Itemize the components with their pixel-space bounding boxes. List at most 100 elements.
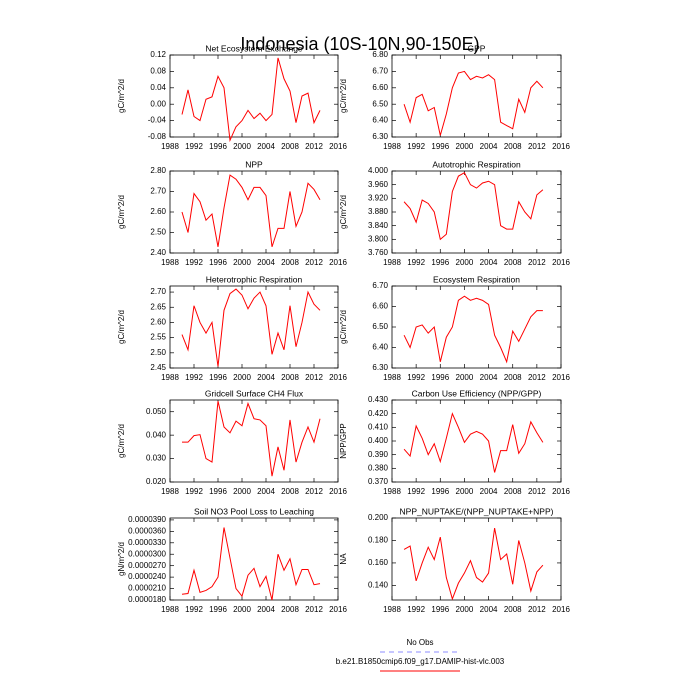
y-axis-label: NA	[339, 553, 348, 565]
x-tick-label: 2000	[233, 373, 251, 382]
x-tick-label: 2016	[329, 487, 347, 496]
y-tick-label: 3.800	[368, 234, 389, 243]
x-tick-label: 2016	[552, 487, 570, 496]
x-tick-label: 2004	[257, 142, 275, 151]
y-tick-label: 0.420	[368, 409, 389, 418]
panel-title: Heterotrophic Respiration	[206, 274, 303, 284]
y-tick-label: 0.0000240	[128, 572, 166, 581]
y-tick-label: 0.0000390	[128, 515, 166, 524]
x-tick-label: 1988	[161, 605, 179, 614]
y-tick-label: 0.410	[368, 422, 389, 431]
y-tick-label: 2.65	[150, 302, 166, 311]
y-tick-label: 0.200	[368, 513, 389, 522]
data-line	[403, 528, 544, 601]
x-tick-label: 2016	[329, 605, 347, 614]
panel-title: GPP	[468, 43, 486, 53]
x-tick-label: 1996	[209, 487, 227, 496]
y-axis-label: gC/m^2/d	[339, 195, 348, 229]
x-tick-label: 2000	[233, 487, 251, 496]
y-axis-label: gN/m^2/d	[117, 542, 126, 576]
y-tick-label: 0.040	[146, 430, 167, 439]
x-tick-label: 2008	[281, 373, 299, 382]
x-tick-label: 1992	[407, 487, 425, 496]
y-tick-label: 0.08	[150, 67, 166, 76]
x-tick-label: 1992	[185, 487, 203, 496]
y-tick-label: 0.430	[368, 395, 389, 404]
x-tick-label: 2004	[480, 487, 498, 496]
x-tick-label: 2016	[329, 142, 347, 151]
y-tick-label: 0.00	[150, 99, 166, 108]
y-tick-label: 2.60	[150, 207, 166, 216]
y-tick-label: 2.50	[150, 348, 166, 357]
x-tick-label: 1988	[383, 258, 401, 267]
plot-frame	[391, 399, 562, 483]
x-tick-label: 2004	[257, 258, 275, 267]
x-tick-label: 1996	[431, 605, 449, 614]
y-tick-label: -0.04	[148, 116, 167, 125]
x-tick-label: 1996	[431, 142, 449, 151]
x-tick-label: 2016	[552, 142, 570, 151]
legend-label: b.e21.B1850cmip6.f09_g17.DAMIP-hist-vlc.…	[336, 657, 505, 666]
y-tick-label: 0.160	[368, 558, 389, 567]
y-tick-label: 6.30	[372, 363, 388, 372]
x-tick-label: 1988	[161, 487, 179, 496]
figure-title: Indonesia (10S-10N,90-150E)	[240, 34, 479, 54]
y-tick-label: 6.70	[372, 281, 388, 290]
y-tick-label: 6.50	[372, 322, 388, 331]
y-axis-label: gC/m^2/d	[117, 79, 126, 113]
x-tick-label: 1996	[431, 258, 449, 267]
y-tick-label: 0.020	[146, 477, 167, 486]
y-tick-label: 2.70	[150, 187, 166, 196]
data-line	[403, 295, 543, 364]
y-axis-label: gC/m^2/d	[339, 310, 348, 344]
y-tick-label: 6.80	[372, 50, 388, 59]
x-tick-label: 1992	[185, 605, 203, 614]
y-tick-label: 6.60	[372, 83, 388, 92]
x-tick-label: 2012	[305, 487, 323, 496]
x-tick-label: 2004	[480, 142, 498, 151]
panel-title: NPP	[245, 159, 263, 169]
x-tick-label: 2008	[281, 142, 299, 151]
x-tick-label: 2000	[456, 373, 474, 382]
panel-title: Ecosystem Respiration	[433, 274, 520, 284]
x-tick-label: 2012	[305, 142, 323, 151]
x-tick-label: 2012	[305, 605, 323, 614]
y-axis-label: gC/m^2/d	[117, 195, 126, 229]
x-tick-label: 1988	[383, 142, 401, 151]
x-tick-label: 2004	[257, 605, 275, 614]
panel-title: Soil NO3 Pool Loss to Leaching	[194, 506, 314, 516]
x-tick-label: 2012	[528, 605, 546, 614]
y-tick-label: 3.880	[368, 207, 389, 216]
x-tick-label: 1996	[209, 258, 227, 267]
y-tick-label: 0.0000360	[128, 526, 166, 535]
panel-title: NPP_NUPTAKE/(NPP_NUPTAKE+NPP)	[400, 506, 554, 516]
x-tick-label: 2000	[456, 605, 474, 614]
y-tick-label: 3.840	[368, 221, 389, 230]
plot-frame	[391, 517, 562, 601]
y-tick-label: 2.40	[150, 248, 166, 257]
data-line	[182, 401, 321, 477]
x-tick-label: 1992	[185, 373, 203, 382]
x-tick-label: 2000	[456, 258, 474, 267]
x-tick-label: 2004	[480, 605, 498, 614]
y-tick-label: 6.70	[372, 67, 388, 76]
y-tick-label: 0.0000330	[128, 538, 166, 547]
x-tick-label: 1992	[407, 258, 425, 267]
plot-frame	[169, 399, 339, 483]
y-tick-label: 6.40	[372, 116, 388, 125]
x-tick-label: 1996	[209, 373, 227, 382]
x-tick-label: 2000	[233, 142, 251, 151]
y-tick-label: 0.140	[368, 581, 389, 590]
y-tick-label: 2.50	[150, 228, 166, 237]
y-tick-label: 3.920	[368, 193, 389, 202]
x-tick-label: 2000	[456, 142, 474, 151]
y-tick-label: 2.45	[150, 363, 166, 372]
y-axis-label: NPP/GPP	[339, 423, 348, 459]
panel-title: Net Ecosystem Exchange	[205, 43, 303, 53]
plot-frame	[391, 170, 562, 254]
y-tick-label: 4.000	[368, 166, 389, 175]
x-tick-label: 2012	[305, 373, 323, 382]
plot-frame	[169, 170, 339, 254]
data-line	[181, 57, 321, 143]
y-tick-label: 0.370	[368, 477, 389, 486]
